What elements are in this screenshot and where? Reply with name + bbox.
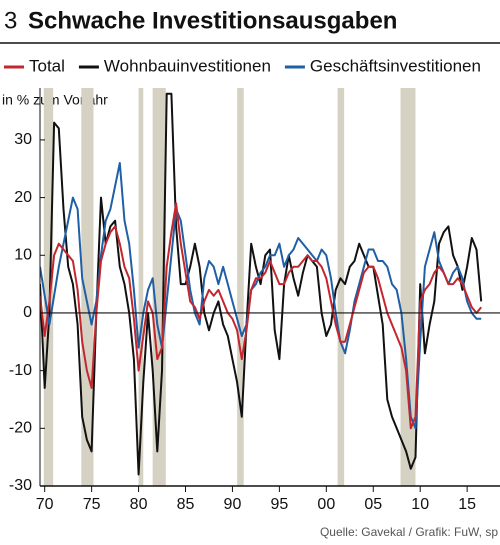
- x-tick-label: 95: [270, 496, 288, 513]
- y-tick-label: 0: [23, 304, 32, 321]
- shaded-period: [237, 88, 244, 486]
- legend-label: Geschäftsinvestitionen: [310, 56, 481, 75]
- figure-number: 3: [4, 7, 17, 34]
- x-tick-label: 75: [83, 496, 101, 513]
- x-tick-label: 10: [411, 496, 429, 513]
- shaded-period: [43, 88, 54, 486]
- y-tick-label: 10: [14, 246, 32, 263]
- series-line: [40, 92, 483, 476]
- x-tick-label: 15: [458, 496, 476, 513]
- y-tick-label: 20: [14, 189, 32, 206]
- shaded-period: [400, 88, 416, 486]
- shaded-period: [152, 88, 166, 486]
- source: Quelle: Gavekal / Grafik: FuW, sp: [320, 525, 498, 539]
- x-tick-label: 85: [177, 496, 195, 513]
- series-line: [40, 202, 482, 430]
- y-tick-label: -30: [9, 477, 32, 494]
- shaded-period: [337, 88, 345, 486]
- plot-area: [40, 88, 483, 486]
- shaded-period: [138, 88, 144, 486]
- x-tick-label: 05: [364, 496, 382, 513]
- y-tick-label: -20: [9, 420, 32, 437]
- chart-title: Schwache Investitionsausgaben: [28, 7, 397, 34]
- legend-label: Total: [29, 56, 65, 75]
- x-tick-label: 90: [224, 496, 242, 513]
- y-tick-label: 30: [14, 131, 32, 148]
- x-tick-label: 80: [130, 496, 148, 513]
- x-tick-label: 70: [36, 496, 54, 513]
- x-tick-label: 00: [317, 496, 335, 513]
- y-tick-label: -10: [9, 362, 32, 379]
- legend-label: Wohnbauinvestitionen: [104, 56, 271, 75]
